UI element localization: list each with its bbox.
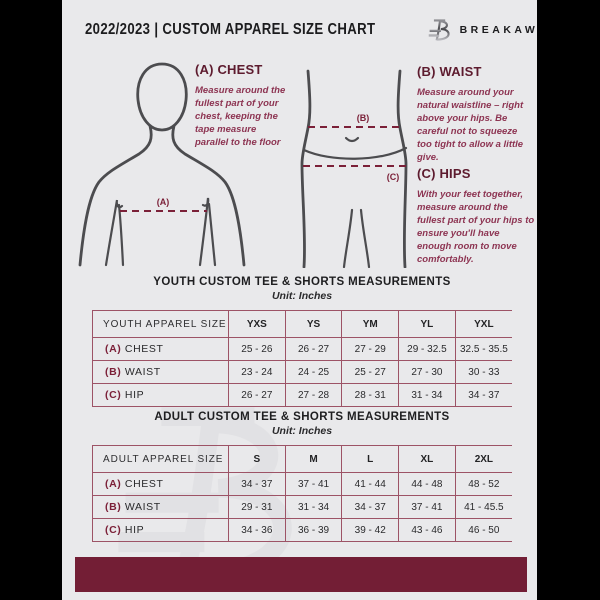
youth-table-title: YOUTH CUSTOM TEE & SHORTS MEASUREMENTS [153,276,451,288]
left-chest-line [117,203,125,267]
adult-hip-s: 34 - 36 [228,518,286,542]
adult-col-2xl: 2XL [454,445,512,473]
youth-chest-ym: 27 - 29 [341,337,399,361]
adult-chest-l: 41 - 44 [341,472,399,496]
adult-chest-m: 37 - 41 [284,472,342,496]
adult-hip-m: 36 - 39 [284,518,342,542]
adult-col-s: S [228,445,286,473]
waist-description: Measure around your natural waistline – … [417,87,524,163]
youth-section: YOUTH CUSTOM TEE & SHORTS MEASUREMENTS U… [92,276,512,407]
header: 2022/2023 | CUSTOM APPAREL SIZE CHART BR… [85,16,537,44]
youth-hip-ys: 27 - 28 [284,383,342,407]
adult-chest-xl: 44 - 48 [398,472,456,496]
adult-waist-m: 31 - 34 [284,495,342,519]
adult-table-title: ADULT CUSTOM TEE & SHORTS MEASUREMENTS [154,411,450,423]
youth-col-yl: YL [398,310,456,338]
youth-chest-ys: 26 - 27 [284,337,342,361]
adult-waist-2xl: 41 - 45.5 [454,495,512,519]
right-chest-line [207,202,217,267]
adult-header-row: ADULT APPAREL SIZE S M L XL 2XL [92,445,512,473]
chest-note: (A) CHEST Measure around the fullest par… [195,62,291,149]
brand-name: BREAKAWAY [459,24,537,36]
youth-chest-yxl: 32.5 - 35.5 [454,337,512,361]
adult-hip-row: (C) HIP 34 - 36 36 - 39 39 - 42 43 - 46 … [92,518,512,542]
youth-col-yxs: YXS [228,310,286,338]
lower-body-figure: (B) (C) [300,69,408,268]
youth-table-unit: Unit: Inches [271,290,333,302]
adult-table-unit: Unit: Inches [271,425,333,437]
waist-heading: (B) WAIST [417,64,482,79]
youth-size-table: YOUTH APPAREL SIZE YXS YS YM YL YXL (A) … [92,310,512,407]
breakaway-b-monogram-icon [428,19,450,41]
adult-waist-s: 29 - 31 [228,495,286,519]
waist-point-label: (B) [357,113,370,123]
brand-logo: BREAKAWAY [427,17,537,43]
left-torso-leg [300,69,312,268]
adult-chest-s: 34 - 37 [228,472,286,496]
adult-hip-2xl: 46 - 50 [454,518,512,542]
adult-waist-label: (B) WAIST [92,495,229,519]
upper-body-figure: (A) [78,62,246,267]
chest-heading: (A) CHEST [195,62,263,77]
adult-waist-row: (B) WAIST 29 - 31 31 - 34 34 - 37 37 - 4… [92,495,512,519]
youth-hip-label: (C) HIP [92,383,229,407]
youth-waist-ys: 24 - 25 [284,360,342,384]
adult-chest-2xl: 48 - 52 [454,472,512,496]
youth-chest-row: (A) CHEST 25 - 26 26 - 27 27 - 29 29 - 3… [92,337,512,361]
youth-col-ys: YS [284,310,342,338]
adult-size-table: ADULT APPAREL SIZE S M L XL 2XL (A) CHES… [92,445,512,542]
youth-waist-label: (B) WAIST [92,360,229,384]
navel-mark [344,136,360,143]
adult-hip-label: (C) HIP [92,518,229,542]
adult-col-m: M [284,445,342,473]
head-outline [136,62,188,132]
youth-col-ym: YM [341,310,399,338]
adult-waist-l: 34 - 37 [341,495,399,519]
right-inner-leg [359,208,371,268]
adult-waist-xl: 37 - 41 [398,495,456,519]
youth-waist-yxl: 30 - 33 [454,360,512,384]
adult-chest-row: (A) CHEST 34 - 37 37 - 41 41 - 44 44 - 4… [92,472,512,496]
adult-chest-label: (A) CHEST [92,472,229,496]
youth-chest-yl: 29 - 32.5 [398,337,456,361]
youth-hip-yxs: 26 - 27 [228,383,286,407]
right-armpit-line [198,197,210,267]
hips-description: With your feet together, measure around … [417,189,535,265]
left-inner-leg [342,208,354,268]
right-torso-leg [396,69,408,268]
youth-hip-yl: 31 - 34 [398,383,456,407]
youth-header-row: YOUTH APPAREL SIZE YXS YS YM YL YXL [92,310,512,338]
adult-hip-xl: 43 - 46 [398,518,456,542]
adult-section: ADULT CUSTOM TEE & SHORTS MEASUREMENTS U… [92,411,512,542]
right-shoulder-arm [171,124,246,267]
youth-size-corner-header: YOUTH APPAREL SIZE [92,310,229,338]
hips-point-label: (C) [387,172,400,182]
adult-hip-l: 39 - 42 [341,518,399,542]
adult-col-xl: XL [398,445,456,473]
left-shoulder-arm [78,124,153,267]
youth-hip-yxl: 34 - 37 [454,383,512,407]
youth-waist-row: (B) WAIST 23 - 24 24 - 25 25 - 27 27 - 3… [92,360,512,384]
footer-accent-bar [75,557,527,592]
youth-chest-yxs: 25 - 26 [228,337,286,361]
adult-size-corner-header: ADULT APPAREL SIZE [92,445,229,473]
youth-waist-yl: 27 - 30 [398,360,456,384]
page-title: 2022/2023 | CUSTOM APPAREL SIZE CHART [85,21,376,38]
youth-waist-ym: 25 - 27 [341,360,399,384]
youth-col-yxl: YXL [454,310,512,338]
adult-col-l: L [341,445,399,473]
youth-hip-row: (C) HIP 26 - 27 27 - 28 28 - 31 31 - 34 … [92,383,512,407]
hips-heading: (C) HIPS [417,166,471,181]
youth-hip-ym: 28 - 31 [341,383,399,407]
youth-waist-yxs: 23 - 24 [228,360,286,384]
youth-chest-label: (A) CHEST [92,337,229,361]
hips-note: (C) HIPS With your feet together, measur… [417,166,536,266]
size-chart-page: 2022/2023 | CUSTOM APPAREL SIZE CHART BR… [62,0,537,600]
chest-point-label: (A) [157,197,170,207]
hip-curve [302,146,408,160]
chest-description: Measure around the fullest part of your … [195,85,286,148]
waist-note: (B) WAIST Measure around your natural wa… [417,64,533,164]
